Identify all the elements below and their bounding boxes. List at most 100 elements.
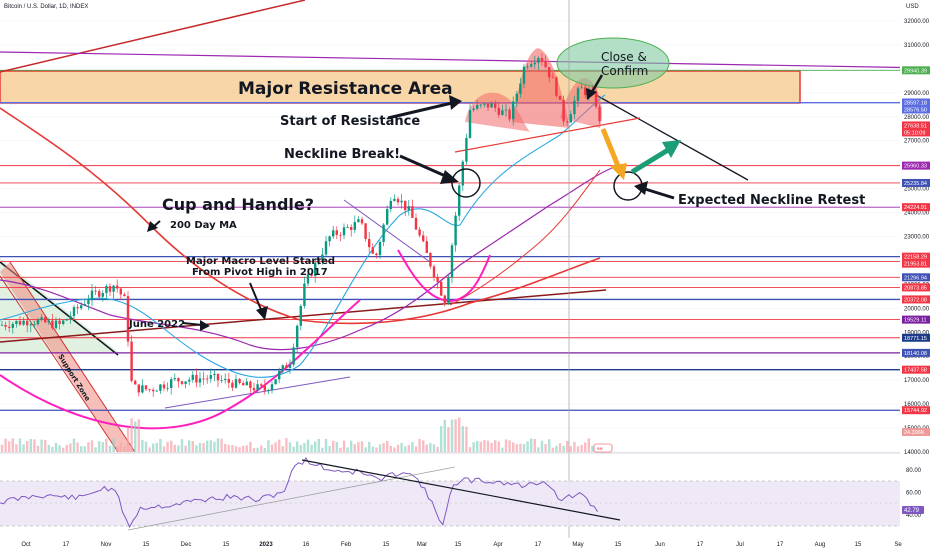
- price-tick-label: 24000.00: [904, 211, 930, 217]
- time-tick-label: Aug: [815, 542, 826, 548]
- volume-bar: [400, 442, 403, 452]
- time-tick-label: 17: [63, 542, 70, 548]
- candle-body: [332, 230, 335, 237]
- volume-bar: [299, 445, 302, 452]
- candle-body: [494, 103, 497, 108]
- candle-body: [180, 381, 184, 384]
- volume-bar: [51, 446, 54, 452]
- price-tick-label: 19000.00: [904, 330, 930, 336]
- price-tick-label: 14000.00: [904, 450, 930, 456]
- volume-bar: [440, 426, 443, 452]
- rsi-tick-label: 40.00: [906, 513, 922, 519]
- volume-bar: [548, 439, 551, 452]
- volume-bar: [324, 438, 328, 452]
- volume-bar: [105, 438, 108, 452]
- volume-bar: [227, 444, 230, 452]
- candle-body: [389, 200, 392, 209]
- candle-body: [105, 286, 108, 294]
- candle-body: [209, 375, 212, 379]
- volume-bar: [285, 438, 288, 452]
- start-resistance-arrow: [387, 101, 453, 120]
- volume-bar: [432, 444, 436, 452]
- volume-bar: [87, 442, 90, 452]
- price-tick-label: 31000.00: [904, 43, 930, 49]
- rsi-axis[interactable]: 80.00 60.00 40.00: [906, 468, 922, 519]
- volume-bar: [141, 439, 144, 452]
- candle-body: [36, 319, 40, 325]
- candle-body: [260, 384, 263, 386]
- grid: [0, 20, 900, 453]
- volume-bar: [310, 444, 313, 452]
- candle-body: [62, 320, 65, 324]
- head: [512, 48, 570, 128]
- candle-body: [148, 389, 151, 391]
- volume-bar: [396, 444, 400, 452]
- ma-20-line: [0, 94, 606, 378]
- support-zone-channel: [0, 262, 135, 452]
- volume-bar: [569, 446, 572, 452]
- volume-bar: [422, 440, 425, 452]
- volume-badge-icon[interactable]: ≡≡: [593, 443, 613, 453]
- price-label-box: [902, 66, 930, 75]
- price-label-box: [902, 259, 930, 268]
- time-tick-label: Dec: [181, 542, 192, 548]
- volume-bar: [238, 447, 241, 452]
- volume-bar: [224, 443, 227, 452]
- price-label: 18140.08: [904, 351, 927, 357]
- support-zone-channel-bottom: [0, 275, 119, 453]
- volume-bar: [339, 447, 342, 452]
- start-resistance-arrow-head: [449, 95, 462, 110]
- price-label-box: [902, 333, 930, 342]
- candle-body: [11, 323, 14, 328]
- candle-body: [548, 67, 551, 78]
- candle-body: [137, 384, 140, 393]
- volume-bar: [44, 439, 47, 452]
- volume-bar: [47, 444, 50, 452]
- volume-bar: [249, 441, 252, 452]
- price-label: 25960.33: [904, 164, 927, 170]
- volume-bar: [144, 441, 148, 452]
- volume-bar: [530, 438, 533, 452]
- candle-body: [83, 303, 86, 306]
- support-zone-channel-top: [9, 261, 136, 453]
- volume-bar: [411, 442, 414, 452]
- volume-bar: [497, 441, 500, 452]
- price-label-box: [902, 365, 930, 374]
- start-resistance-label: Start of Resistance: [280, 114, 420, 129]
- price-tick-label: 27000.00: [904, 139, 930, 145]
- volume-bar: [414, 446, 418, 452]
- price-tick-label: 32000.00: [904, 19, 930, 25]
- volume-bar: [512, 442, 515, 452]
- price-label: 22158.29: [904, 255, 927, 261]
- candle-body: [141, 385, 144, 393]
- volume-bar: [116, 446, 119, 452]
- volume-bar: [220, 438, 223, 452]
- candle-body: [98, 291, 101, 297]
- volume-bar: [321, 447, 324, 452]
- volume-bar: [386, 441, 389, 452]
- time-tick-label: Nov: [101, 542, 112, 548]
- volume-bar: [80, 446, 83, 452]
- candle-body: [486, 103, 490, 108]
- volume-bar: [465, 426, 468, 452]
- candle-body: [292, 347, 295, 365]
- candle-body: [396, 198, 400, 203]
- time-tick-label: 15: [223, 542, 230, 548]
- volume-bar: [303, 442, 306, 452]
- volume-bar: [11, 438, 14, 452]
- time-tick-label: Jun: [655, 542, 665, 548]
- time-axis[interactable]: Oct 17 Nov 15 Dec 15 2023 16 Feb 15 Mar 15 Apr 17 May 1…: [21, 542, 902, 548]
- candle-body: [40, 317, 43, 320]
- candle-body: [116, 285, 119, 289]
- candle-body: [72, 307, 76, 317]
- volume-bar: [177, 445, 180, 452]
- candle-body: [191, 374, 194, 380]
- time-tick-label: Se: [894, 542, 902, 548]
- volume-bar: [476, 440, 479, 452]
- candle-body: [440, 281, 443, 296]
- candle-body: [65, 319, 68, 321]
- candle-body: [278, 370, 281, 380]
- volume-bar: [584, 442, 587, 452]
- candle-body: [533, 62, 536, 65]
